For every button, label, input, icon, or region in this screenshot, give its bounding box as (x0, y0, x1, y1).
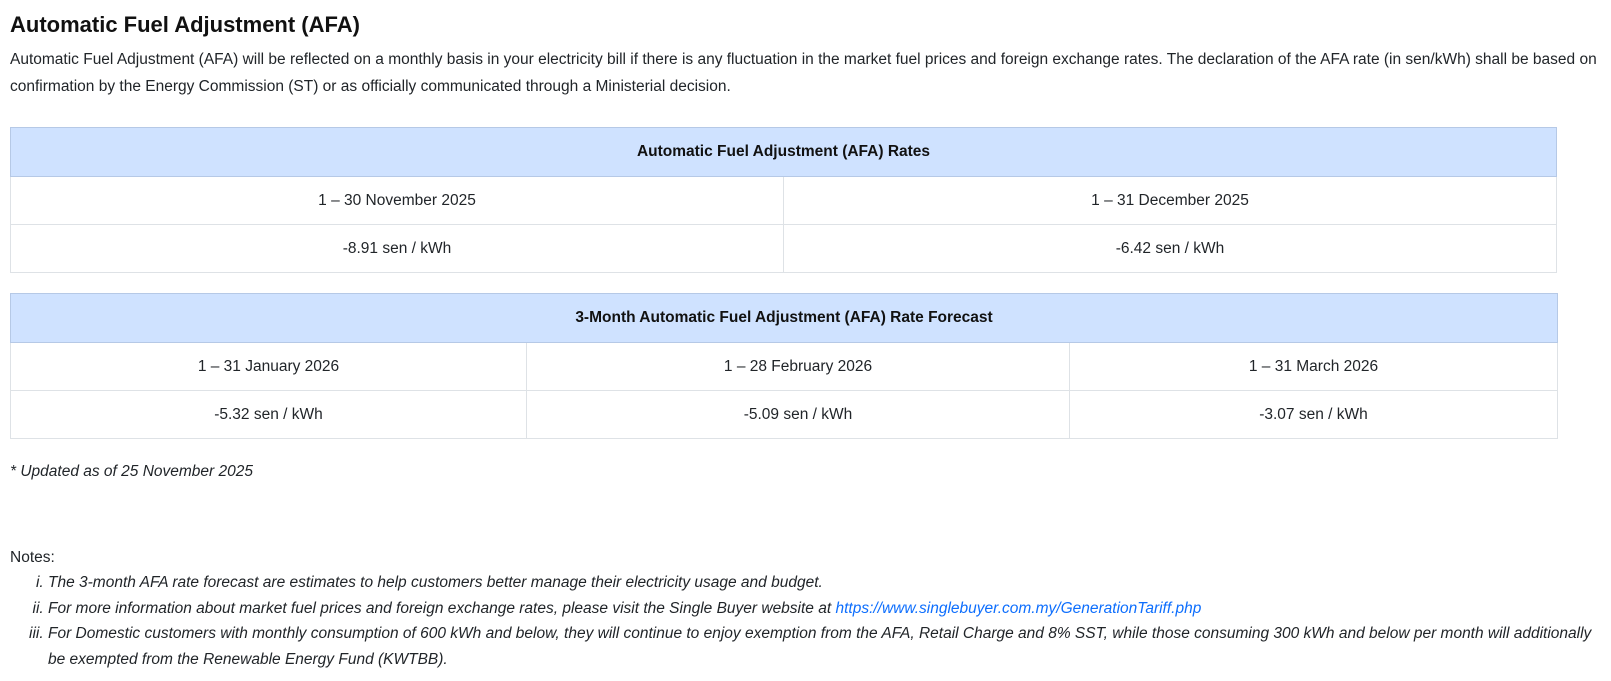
note-item: The 3-month AFA rate forecast are estima… (48, 570, 1601, 596)
period-cell: 1 – 31 March 2026 (1069, 342, 1558, 391)
rate-cell: -3.07 sen / kWh (1069, 390, 1558, 439)
rate-cell: -5.32 sen / kWh (10, 390, 527, 439)
period-cell: 1 – 30 November 2025 (10, 176, 784, 225)
single-buyer-link[interactable]: https://www.singlebuyer.com.my/Generatio… (835, 599, 1202, 617)
afa-forecast-header: 3-Month Automatic Fuel Adjustment (AFA) … (10, 293, 1558, 343)
table-row: -5.32 sen / kWh -5.09 sen / kWh -3.07 se… (10, 390, 1558, 439)
period-cell: 1 – 31 December 2025 (783, 176, 1557, 225)
table-row: 1 – 30 November 2025 1 – 31 December 202… (10, 176, 1557, 225)
note-item: For Domestic customers with monthly cons… (48, 621, 1601, 672)
note-item: For more information about market fuel p… (48, 596, 1601, 622)
period-cell: 1 – 28 February 2026 (526, 342, 1070, 391)
table-row: 1 – 31 January 2026 1 – 28 February 2026… (10, 342, 1558, 391)
notes-section: Notes: The 3-month AFA rate forecast are… (10, 545, 1601, 672)
notes-label: Notes: (10, 549, 55, 566)
note-text: For more information about market fuel p… (48, 599, 836, 617)
afa-rates-header: Automatic Fuel Adjustment (AFA) Rates (10, 127, 1557, 177)
rate-cell: -6.42 sen / kWh (783, 224, 1557, 273)
page-title: Automatic Fuel Adjustment (AFA) (10, 12, 360, 37)
afa-rates-table: Automatic Fuel Adjustment (AFA) Rates 1 … (10, 127, 1557, 273)
table-row: -8.91 sen / kWh -6.42 sen / kWh (10, 224, 1557, 273)
rate-cell: -5.09 sen / kWh (526, 390, 1070, 439)
intro-paragraph: Automatic Fuel Adjustment (AFA) will be … (10, 51, 1597, 95)
afa-forecast-table: 3-Month Automatic Fuel Adjustment (AFA) … (10, 293, 1558, 439)
rate-cell: -8.91 sen / kWh (10, 224, 784, 273)
period-cell: 1 – 31 January 2026 (10, 342, 527, 391)
updated-note: * Updated as of 25 November 2025 (10, 463, 253, 480)
